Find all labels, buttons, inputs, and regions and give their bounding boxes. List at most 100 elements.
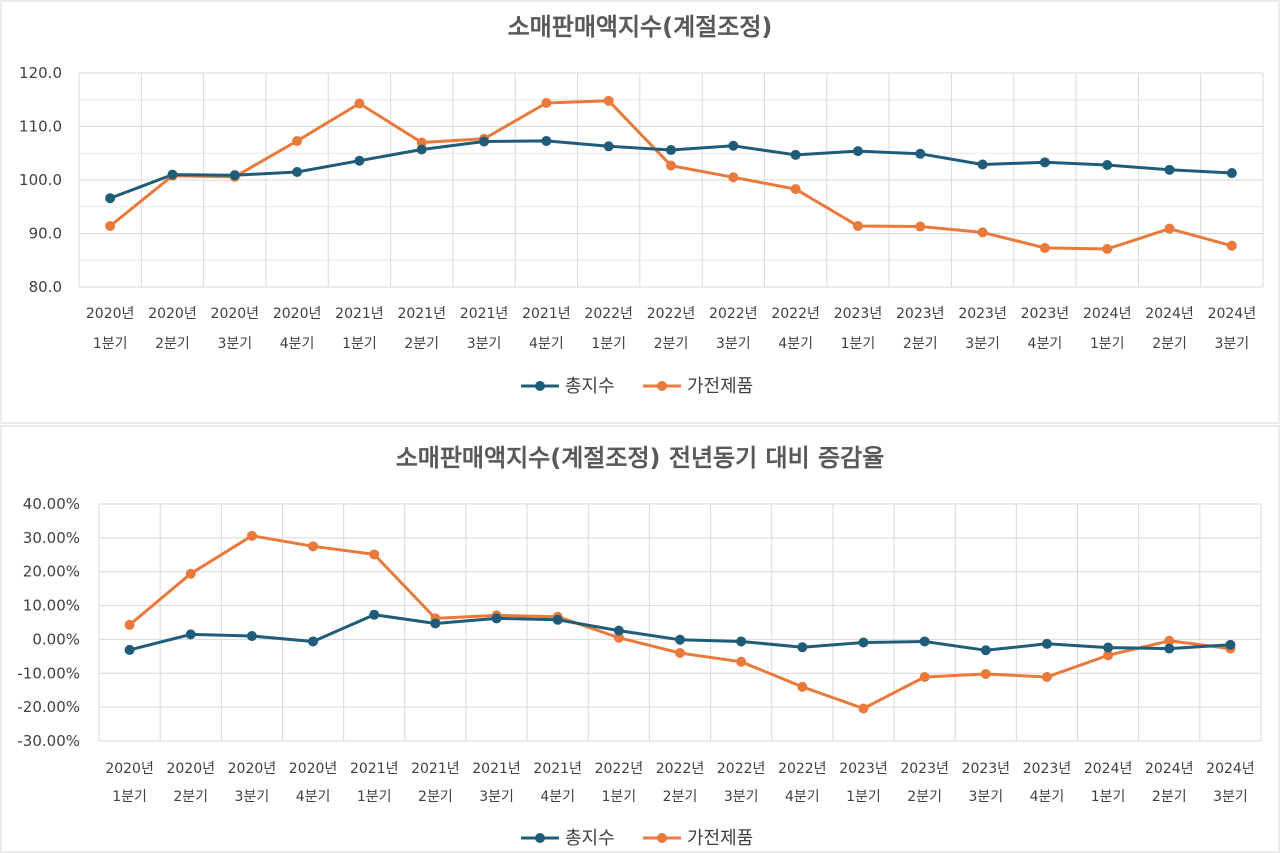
x-tick-label-quarter: 4분기 — [1028, 336, 1063, 352]
data-point-total — [1039, 157, 1050, 168]
data-point-appliances — [666, 160, 676, 171]
data-point-total — [229, 170, 240, 181]
x-tick-label-quarter: 2분기 — [155, 336, 190, 352]
x-tick-label-quarter: 3분기 — [965, 336, 1000, 352]
x-tick-label-year: 2020년 — [105, 761, 154, 777]
data-point-appliances — [246, 530, 257, 541]
data-point-appliances — [1164, 635, 1175, 646]
data-point-total — [1164, 643, 1175, 654]
data-point-total — [675, 634, 685, 645]
y-tick-label: 30.00% — [23, 529, 80, 547]
x-tick-label-year: 2023년 — [900, 761, 949, 777]
data-point-total — [603, 141, 614, 152]
y-tick-label: 20.00% — [23, 563, 80, 581]
x-tick-label-quarter: 4분기 — [785, 789, 820, 805]
x-tick-label-year: 2023년 — [896, 306, 945, 322]
x-tick-label-quarter: 2분기 — [907, 789, 942, 805]
data-point-appliances — [977, 227, 988, 238]
data-point-appliances — [1164, 223, 1175, 234]
x-tick-label-quarter: 3분기 — [235, 789, 270, 805]
x-tick-label-quarter: 1분기 — [591, 336, 626, 352]
x-tick-label-year: 2021년 — [472, 761, 521, 777]
data-point-appliances — [416, 137, 427, 148]
data-point-appliances — [797, 681, 808, 692]
x-tick-label-quarter: 2분기 — [173, 789, 208, 805]
x-tick-label-quarter: 1분기 — [93, 336, 128, 352]
data-point-appliances — [354, 98, 365, 109]
x-tick-label-year: 2021년 — [411, 761, 460, 777]
x-tick-label-quarter: 2분기 — [663, 789, 698, 805]
x-tick-label-quarter: 1분기 — [357, 789, 392, 805]
data-point-total — [790, 149, 801, 160]
x-tick-label-year: 2021년 — [397, 306, 446, 322]
x-tick-label-year: 2023년 — [839, 761, 888, 777]
y-tick-label: 0.00% — [32, 630, 80, 648]
x-tick-label-year: 2024년 — [1145, 306, 1194, 322]
legend-marker — [535, 381, 545, 391]
x-tick-label-quarter: 1분기 — [342, 336, 377, 352]
y-tick-label: 110.0 — [19, 118, 62, 136]
x-tick-label-year: 2020년 — [289, 761, 338, 777]
data-point-total — [852, 146, 863, 157]
data-point-appliances — [308, 541, 319, 552]
x-tick-label-year: 2022년 — [656, 761, 705, 777]
data-point-appliances — [736, 656, 747, 667]
data-point-total — [915, 148, 926, 159]
x-tick-label-quarter: 4분기 — [778, 336, 813, 352]
x-tick-label-year: 2022년 — [717, 761, 766, 777]
x-tick-label-year: 2022년 — [647, 306, 696, 322]
x-tick-label-year: 2020년 — [273, 306, 322, 322]
data-point-total — [292, 166, 303, 177]
x-tick-label-year: 2023년 — [962, 761, 1011, 777]
y-tick-label: -20.00% — [17, 698, 80, 716]
data-point-total — [430, 618, 441, 629]
chart-1: 소매판매액지수(계절조정) 80.0 90.0 100.0 110.0 120.0 2020… — [0, 0, 1280, 424]
x-tick-label-year: 2023년 — [1021, 306, 1070, 322]
x-tick-label-year: 2021년 — [533, 761, 582, 777]
x-tick-label-year: 2020년 — [86, 306, 135, 322]
chart-title: 소매판매액지수(계절조정) 전년동기 대비 증감율 — [396, 444, 885, 472]
data-point-total — [167, 169, 178, 180]
x-tick-label-quarter: 1분기 — [1091, 789, 1126, 805]
data-point-appliances — [852, 221, 863, 232]
data-point-appliances — [292, 135, 303, 146]
data-point-total — [858, 637, 869, 648]
x-tick-label-year: 2021년 — [335, 306, 384, 322]
x-tick-label-year: 2024년 — [1206, 761, 1255, 777]
data-point-total — [728, 140, 739, 151]
data-point-total — [354, 155, 365, 166]
data-point-total — [1225, 639, 1236, 650]
legend-label: 총지수 — [565, 828, 615, 849]
data-point-total — [491, 613, 502, 624]
data-point-appliances — [369, 549, 380, 560]
x-tick-label-year: 2022년 — [778, 761, 827, 777]
x-tick-label-quarter: 2분기 — [418, 789, 453, 805]
x-tick-label-year: 2021년 — [460, 306, 509, 322]
data-point-total — [369, 609, 380, 620]
data-point-total — [1226, 168, 1237, 179]
data-point-total — [919, 636, 930, 647]
data-point-total — [308, 636, 319, 647]
y-tick-label: -10.00% — [17, 664, 80, 682]
x-tick-label-quarter: 4분기 — [529, 336, 564, 352]
y-tick-label: -30.00% — [17, 732, 80, 750]
data-point-total — [124, 644, 135, 655]
x-tick-label-quarter: 1분기 — [1090, 336, 1125, 352]
x-tick-label-quarter: 1분기 — [841, 336, 876, 352]
data-point-appliances — [915, 221, 926, 232]
data-point-appliances — [105, 221, 116, 232]
y-tick-label: 90.0 — [29, 225, 62, 243]
data-point-appliances — [790, 184, 801, 195]
x-tick-label-year: 2024년 — [1084, 761, 1133, 777]
data-point-total — [736, 636, 747, 647]
data-point-appliances — [603, 95, 614, 106]
data-point-appliances — [919, 672, 930, 683]
data-point-appliances — [675, 647, 685, 658]
x-tick-label-quarter: 1분기 — [112, 789, 147, 805]
x-tick-label-year: 2023년 — [1023, 761, 1072, 777]
x-tick-label-year: 2022년 — [595, 761, 644, 777]
data-point-appliances — [1103, 650, 1114, 661]
x-tick-label-quarter: 2분기 — [404, 336, 439, 352]
x-tick-label-quarter: 2분기 — [903, 336, 938, 352]
